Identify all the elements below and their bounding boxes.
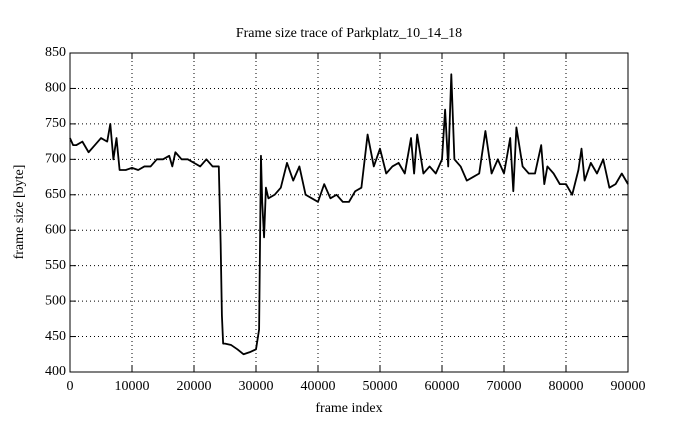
x-tick-label: 50000: [363, 379, 398, 394]
plot-frame: [69, 52, 629, 373]
x-tick-label: 10000: [115, 379, 150, 394]
x-axis-label: frame index: [315, 401, 382, 416]
y-tick-label: 400: [45, 364, 66, 379]
y-tick-label: 700: [45, 152, 66, 167]
y-axis-label: frame size [byte]: [12, 165, 27, 260]
y-tick-label: 800: [45, 81, 66, 96]
chart-title: Frame size trace of Parkplatz_10_14_18: [236, 26, 462, 41]
y-tick-label: 600: [45, 222, 66, 237]
y-tick-label: 500: [45, 293, 66, 308]
y-tick-label: 550: [45, 258, 66, 273]
x-tick-label: 90000: [611, 379, 646, 394]
y-tick-label: 450: [45, 329, 66, 344]
x-tick-label: 60000: [425, 379, 460, 394]
x-tick-label: 80000: [549, 379, 584, 394]
x-tick-label: 70000: [487, 379, 522, 394]
x-tick-label: 20000: [177, 379, 212, 394]
y-tick-label: 750: [45, 116, 66, 131]
x-tick-label: 0: [67, 379, 74, 394]
x-tick-label: 40000: [301, 379, 336, 394]
data-line: [69, 73, 629, 356]
y-tick-label: 850: [45, 45, 66, 60]
x-tick-label: 30000: [239, 379, 274, 394]
y-tick-label: 650: [45, 187, 66, 202]
